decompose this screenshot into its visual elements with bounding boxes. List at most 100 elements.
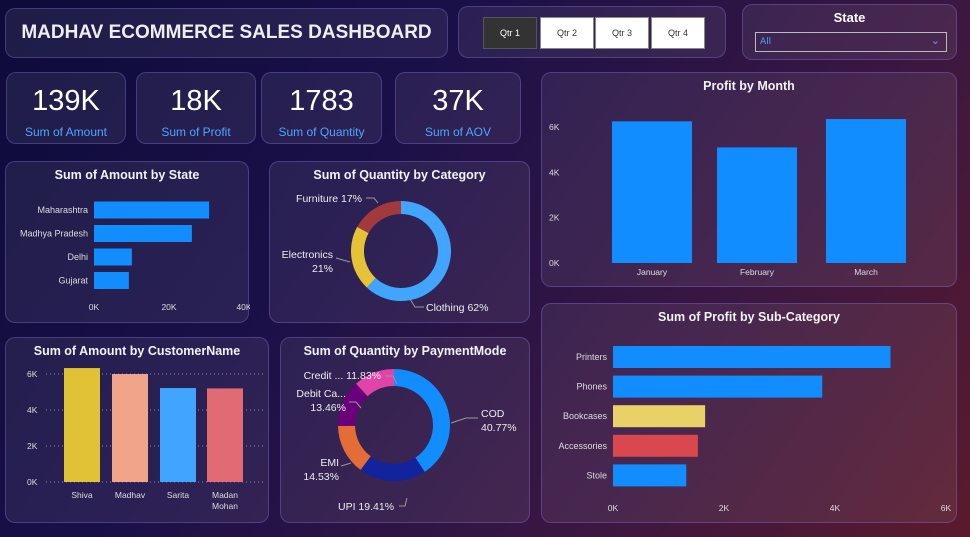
- state-dropdown-value: All: [760, 37, 772, 47]
- x-tick-label: 4K: [830, 503, 841, 513]
- category-label: Printers: [576, 352, 608, 362]
- category-label: Phones: [576, 382, 607, 392]
- y-tick-label: 6K: [549, 122, 560, 132]
- title-panel: MADHAV ECOMMERCE SALES DASHBOARD: [5, 8, 448, 58]
- chart-title: Sum of Amount by State: [54, 168, 200, 182]
- x-tick-label: 40K: [236, 302, 250, 312]
- bar: [613, 375, 823, 398]
- slice-label: 13.46%: [310, 402, 346, 414]
- bar: [112, 374, 148, 482]
- y-tick-label: 0K: [27, 477, 38, 487]
- category-label: Gujarat: [58, 276, 88, 286]
- bar: [94, 272, 129, 289]
- chart-title: Profit by Month: [703, 79, 795, 93]
- qtr-4-button[interactable]: Qtr 4: [651, 17, 705, 49]
- x-tick-label: 20K: [161, 302, 176, 312]
- kpi-quantity-card: 1783 Sum of Quantity: [261, 72, 382, 144]
- kpi-value: 18K: [170, 85, 222, 117]
- chart-title: Sum of Profit by Sub-Category: [658, 310, 840, 324]
- amount-by-state-svg: Maharashtra Madhya Pradesh Delhi Gujarat 0K 2…: [20, 201, 250, 312]
- category-label: March: [854, 267, 878, 277]
- category-label: Sarita: [167, 490, 189, 500]
- y-tick-label: 2K: [27, 441, 38, 451]
- kpi-amount-card: 139K Sum of Amount: [6, 72, 126, 144]
- profit-by-subcategory-chart: Printers Phones Bookcases Accessories Stole 0…: [541, 303, 957, 523]
- bar: [613, 464, 687, 487]
- category-label: Accessories: [558, 441, 607, 451]
- slice-label: 14.53%: [303, 471, 339, 483]
- y-tick-label: 4K: [549, 167, 560, 177]
- bar: [64, 368, 100, 482]
- category-label: Shiva: [71, 490, 93, 500]
- y-tick-label: 6K: [27, 369, 38, 379]
- bar: [613, 434, 698, 457]
- quarter-slicer: Qtr 1 Qtr 2 Qtr 3 Qtr 4: [458, 6, 726, 58]
- state-dropdown[interactable]: All ⌄: [755, 32, 947, 52]
- x-tick-label: 0K: [608, 503, 619, 513]
- category-label: Madan: [212, 490, 238, 500]
- slice-label: Electronics: [282, 249, 333, 261]
- bar: [94, 201, 210, 219]
- bar: [94, 248, 132, 266]
- category-label: February: [740, 267, 775, 277]
- y-tick-label: 0K: [549, 258, 560, 268]
- donut-slice: [360, 456, 425, 481]
- bar: [94, 225, 192, 242]
- kpi-profit-card: 18K Sum of Profit: [136, 72, 256, 144]
- chart-title: Sum of Amount by CustomerName: [33, 344, 241, 358]
- kpi-label: Sum of AOV: [424, 125, 492, 139]
- amount-by-customer-chart: 0K 2K 4K 6K Shiva Madhav Sarita Madan Mohan Sum …: [5, 337, 269, 523]
- leader-line: [335, 257, 351, 263]
- kpi-value: 37K: [432, 85, 484, 117]
- y-tick-label: 2K: [549, 213, 560, 223]
- state-filter-label: State: [833, 10, 866, 25]
- leader-line: [340, 462, 352, 467]
- slice-label: Furniture 17%: [296, 193, 362, 205]
- kpi-label: Sum of Quantity: [278, 125, 365, 139]
- category-label: Madhya Pradesh: [20, 229, 88, 239]
- y-tick-label: 4K: [27, 405, 38, 415]
- leader-line: [385, 375, 398, 385]
- dashboard-title: MADHAV ECOMMERCE SALES DASHBOARD: [21, 22, 432, 43]
- x-tick-label: 0K: [89, 302, 100, 312]
- state-filter: State All ⌄: [742, 4, 957, 60]
- slice-label: COD: [481, 408, 505, 420]
- qtr-2-button[interactable]: Qtr 2: [540, 17, 594, 49]
- category-label: Stole: [586, 470, 607, 480]
- category-label: Bookcases: [563, 411, 608, 421]
- leader-line: [349, 401, 362, 409]
- chevron-down-icon: ⌄: [930, 34, 940, 47]
- kpi-value: 139K: [32, 85, 100, 117]
- slice-label: Clothing 62%: [426, 302, 488, 314]
- slice-label: UPI 19.41%: [338, 501, 394, 513]
- category-label: Madhav: [115, 490, 146, 500]
- quantity-by-category-chart: Clothing 62% Electronics 21% Furniture 17% …: [269, 161, 530, 323]
- quantity-by-category-svg: Clothing 62% Electronics 21% Furniture 17%: [282, 193, 489, 314]
- qtr-3-button[interactable]: Qtr 3: [595, 17, 649, 49]
- qtr-1-button[interactable]: Qtr 1: [483, 17, 537, 49]
- profit-by-month-svg: 0K 2K 4K 6K January February March: [549, 119, 906, 277]
- leader-line: [409, 298, 424, 308]
- x-tick-label: 6K: [941, 503, 952, 513]
- category-label: Delhi: [67, 252, 88, 262]
- leader-line: [450, 417, 478, 424]
- bar: [613, 346, 891, 368]
- bar: [613, 405, 706, 428]
- donut-slice: [357, 201, 401, 234]
- slice-label: 21%: [312, 263, 333, 275]
- category-label: January: [637, 267, 668, 277]
- bar: [207, 388, 243, 482]
- kpi-label: Sum of Amount: [24, 125, 108, 139]
- amount-by-state-chart: Maharashtra Madhya Pradesh Delhi Gujarat 0K 2…: [5, 161, 250, 323]
- slice-label: Credit ... 11.83%: [304, 370, 381, 382]
- donut-slice: [394, 369, 450, 472]
- bar: [160, 388, 196, 482]
- profit-by-month-chart: 0K 2K 4K 6K January February March Profit by M…: [541, 72, 957, 287]
- leader-line: [399, 497, 408, 507]
- bar: [826, 119, 906, 263]
- donut-slice: [356, 369, 394, 397]
- category-label: Mohan: [212, 501, 238, 511]
- bar: [612, 121, 692, 263]
- chart-title: Sum of Quantity by Category: [313, 168, 486, 182]
